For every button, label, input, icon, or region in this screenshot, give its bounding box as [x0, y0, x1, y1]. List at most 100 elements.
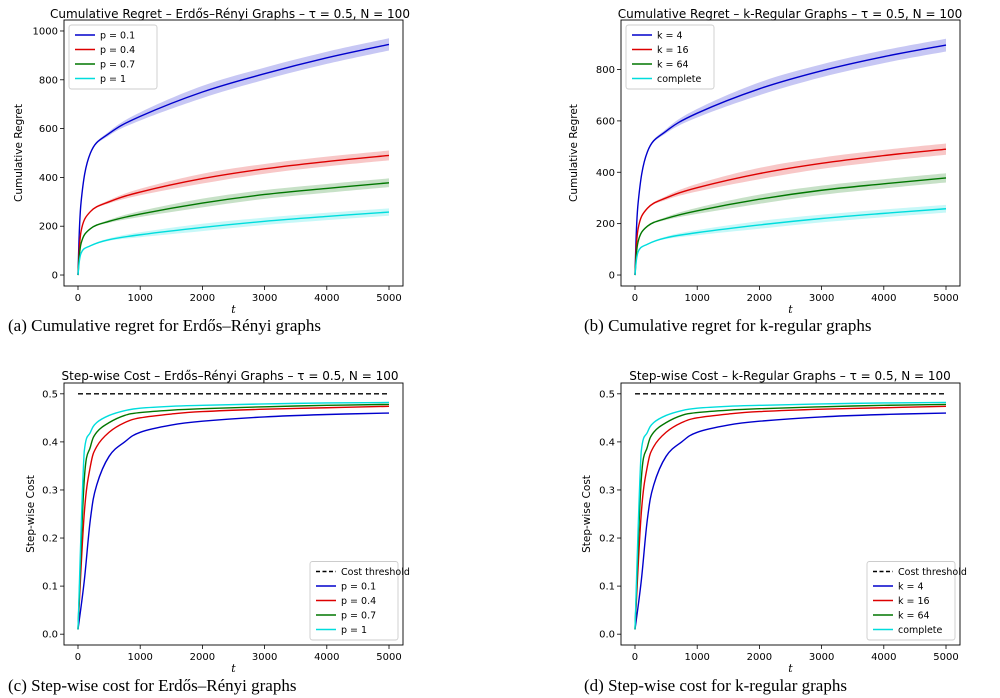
x-tick-label: 0 [75, 293, 81, 304]
series-line-4 [634, 401, 947, 630]
legend-label: Cost threshold [341, 567, 410, 578]
x-axis-label: t [788, 303, 793, 316]
y-tick-label: 0.3 [599, 485, 615, 496]
x-tick-label: 1000 [127, 652, 152, 663]
legend: p = 0.1 p = 0.4 p = 0.7 p = 1 [68, 24, 158, 90]
series-line-4 [77, 211, 390, 276]
legend-label: k = 16 [657, 45, 689, 56]
y-tick-label: 800 [596, 65, 615, 76]
x-axis-label: t [231, 662, 236, 675]
y-tick-label: 800 [39, 75, 58, 86]
series-band-2 [78, 150, 389, 276]
x-tick-label: 1000 [684, 652, 709, 663]
legend-box [309, 561, 399, 641]
legend-label: p = 0.1 [341, 582, 376, 593]
series-band-3 [78, 178, 389, 276]
x-tick-label: 1000 [127, 293, 152, 304]
axes-frame [63, 382, 404, 646]
x-axis-label: t [231, 303, 236, 316]
figure-caption: (b) Cumulative regret for k-regular grap… [584, 316, 871, 335]
y-tick-label: 0.0 [599, 630, 615, 641]
x-tick-label: 5000 [933, 652, 958, 663]
legend-label: Cost threshold [898, 567, 967, 578]
figure-caption: (c) Step-wise cost for Erdős–Rényi graph… [8, 676, 296, 695]
chart-title: Step-wise Cost – Erdős–Rényi Graphs – τ … [62, 369, 399, 383]
legend-label: p = 0.4 [341, 596, 376, 607]
legend-box [625, 24, 715, 90]
series-line-2 [77, 154, 390, 276]
y-tick-label: 1000 [33, 26, 58, 37]
x-tick-label: 5000 [376, 652, 401, 663]
legend-label: complete [657, 74, 702, 85]
y-tick-label: 0 [609, 271, 615, 282]
legend-label: p = 0.7 [100, 60, 135, 71]
x-tick-label: 4000 [871, 652, 896, 663]
legend-label: k = 64 [898, 611, 930, 622]
series-line-2 [634, 148, 947, 276]
series-line-3 [77, 182, 390, 276]
legend-label: k = 4 [898, 582, 924, 593]
figure-caption: (d) Step-wise cost for k-regular graphs [584, 676, 847, 695]
y-tick-label: 600 [39, 124, 58, 135]
legend-label: p = 0.1 [100, 31, 135, 42]
legend-label: k = 64 [657, 60, 689, 71]
y-tick-label: 0 [52, 271, 58, 282]
legend: Cost threshold k = 4 k = 16 k = 64 complete [866, 561, 967, 641]
figure-caption: (a) Cumulative regret for Erdős–Rényi gr… [8, 316, 321, 335]
x-tick-label: 4000 [314, 293, 339, 304]
series-line-2 [77, 405, 390, 630]
chart-title: Cumulative Regret – k-Regular Graphs – τ… [618, 7, 962, 21]
y-tick-label: 0.4 [42, 437, 58, 448]
series-line-4 [634, 208, 947, 276]
series-line-1 [634, 44, 947, 276]
y-tick-label: 200 [39, 222, 58, 233]
series-band-4 [78, 208, 389, 276]
x-axis-label: t [788, 662, 793, 675]
y-axis-label: Step-wise Cost [25, 475, 37, 553]
x-tick-label: 5000 [933, 293, 958, 304]
x-tick-label: 4000 [871, 293, 896, 304]
x-tick-label: 3000 [252, 293, 277, 304]
x-tick-label: 3000 [809, 293, 834, 304]
series-line-1 [77, 43, 390, 276]
x-tick-label: 2000 [190, 293, 215, 304]
x-tick-label: 5000 [376, 293, 401, 304]
series-line-3 [634, 177, 947, 276]
x-tick-label: 0 [75, 652, 81, 663]
series-band-2 [635, 143, 946, 276]
y-tick-label: 0.3 [42, 485, 58, 496]
y-tick-label: 600 [596, 116, 615, 127]
x-tick-label: 4000 [314, 652, 339, 663]
y-tick-label: 0.5 [599, 389, 615, 400]
y-axis-label: Cumulative Regret [13, 104, 25, 202]
series-band-3 [635, 173, 946, 276]
series-line-4 [77, 401, 390, 630]
legend: Cost threshold p = 0.1 p = 0.4 p = 0.7 p = 1 [309, 561, 410, 641]
x-tick-label: 3000 [809, 652, 834, 663]
y-tick-label: 400 [596, 168, 615, 179]
y-tick-label: 0.1 [42, 582, 58, 593]
y-tick-label: 0.1 [599, 582, 615, 593]
chart-panel-2: Cumulative Regret – k-Regular Graphs – τ… [568, 7, 962, 335]
y-axis-label: Cumulative Regret [568, 104, 580, 202]
y-tick-label: 0.0 [42, 630, 58, 641]
series-line-3 [634, 403, 947, 630]
legend-label: p = 0.7 [341, 611, 376, 622]
chart-title: Step-wise Cost – k-Regular Graphs – τ = … [629, 369, 951, 383]
legend: k = 4 k = 16 k = 64 complete [625, 24, 715, 90]
legend-label: k = 16 [898, 596, 930, 607]
chart-title: Cumulative Regret – Erdős–Rényi Graphs –… [50, 7, 410, 21]
y-tick-label: 200 [596, 219, 615, 230]
axes-frame [63, 19, 404, 287]
legend-label: p = 0.4 [100, 45, 135, 56]
y-tick-label: 0.2 [42, 534, 58, 545]
legend-label: k = 4 [657, 31, 683, 42]
x-tick-label: 2000 [747, 652, 772, 663]
x-tick-label: 3000 [252, 652, 277, 663]
chart-panel-3: Step-wise Cost – Erdős–Rényi Graphs – τ … [8, 369, 410, 695]
y-axis-label: Step-wise Cost [581, 475, 593, 553]
x-tick-label: 1000 [684, 293, 709, 304]
y-tick-label: 0.4 [599, 437, 615, 448]
y-tick-label: 0.2 [599, 534, 615, 545]
